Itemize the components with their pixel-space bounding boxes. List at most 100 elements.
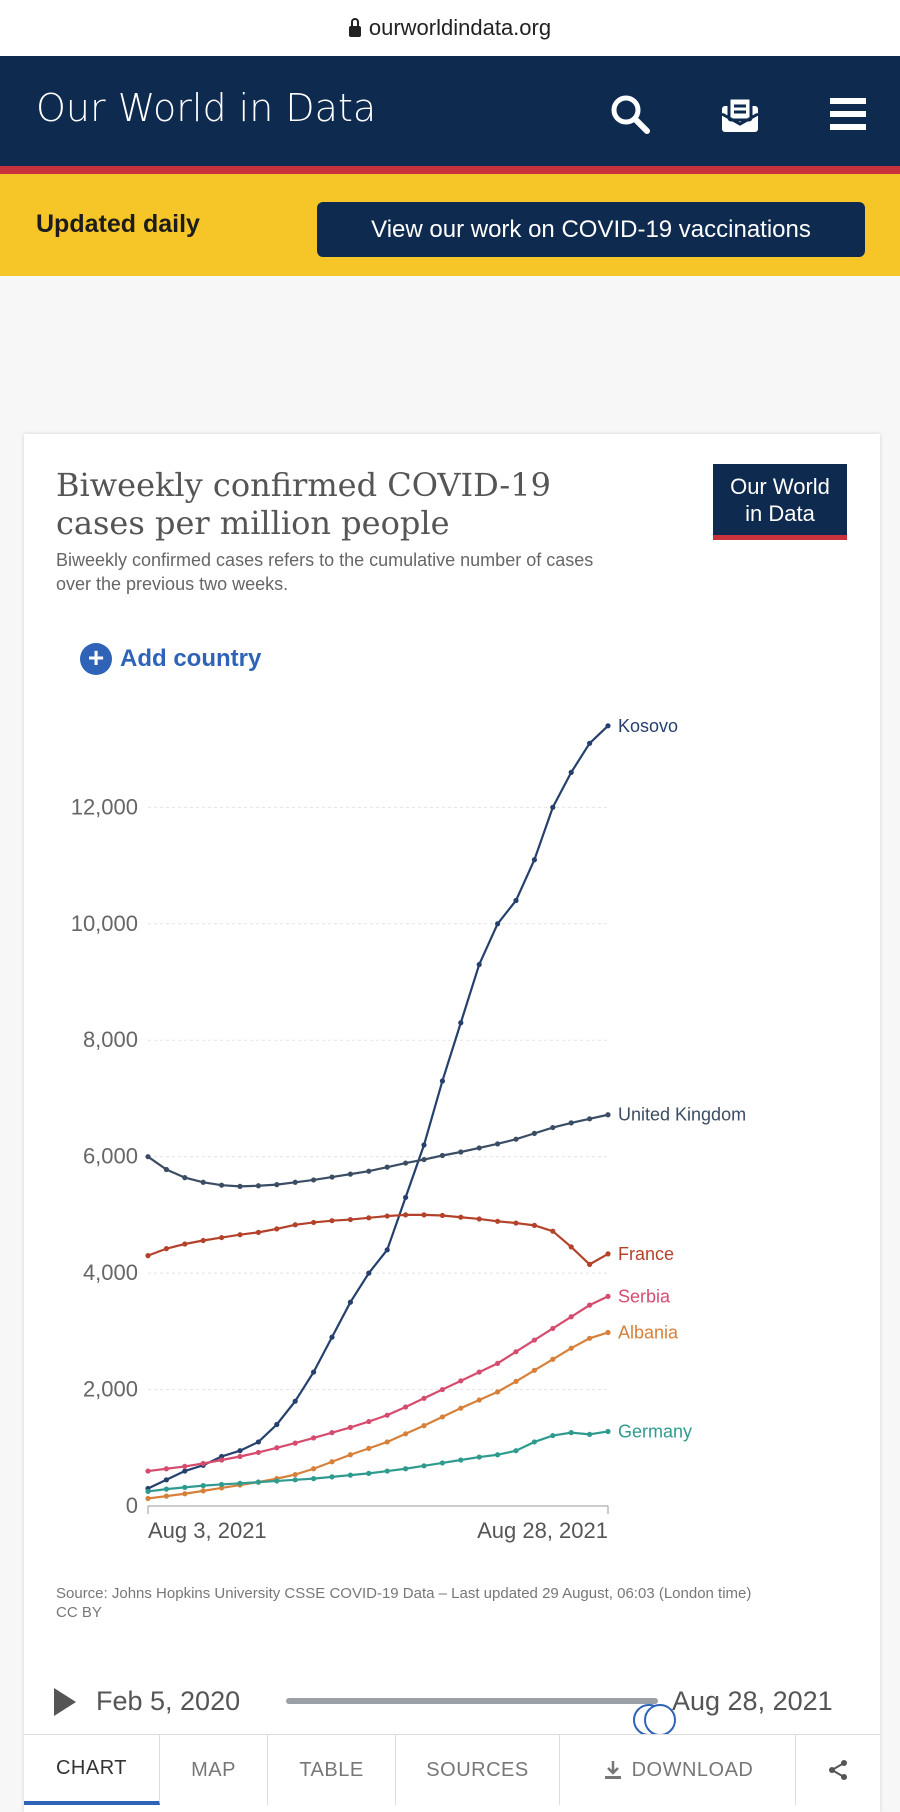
- data-point: [255, 1449, 261, 1456]
- data-point: [292, 1179, 298, 1185]
- data-point: [292, 1477, 298, 1483]
- lock-icon: [348, 17, 361, 37]
- data-point: [495, 1218, 501, 1224]
- data-point: [513, 1378, 519, 1385]
- chart-card: [24, 434, 880, 1812]
- series-line: [147, 1331, 609, 1500]
- data-point: [182, 1468, 188, 1474]
- data-point: [568, 1430, 574, 1436]
- data-point: [145, 1468, 151, 1474]
- series-label: France: [618, 1244, 674, 1264]
- y-tick-label: 10,000: [71, 911, 138, 936]
- tab-map[interactable]: MAP: [160, 1735, 268, 1805]
- data-point: [384, 1439, 390, 1445]
- subscribe-icon[interactable]: [718, 92, 762, 136]
- add-country-button[interactable]: + Add country: [80, 643, 261, 675]
- tab-chart[interactable]: CHART: [24, 1735, 160, 1805]
- data-point: [219, 1481, 225, 1488]
- data-point: [458, 1020, 464, 1026]
- chart-title: Biweekly confirmed COVID-19 cases per mi…: [56, 466, 551, 542]
- tab-download[interactable]: DOWNLOAD: [560, 1735, 796, 1805]
- owid-logo[interactable]: Our World in Data: [713, 464, 847, 540]
- data-point: [274, 1445, 280, 1451]
- y-tick-label: 0: [126, 1493, 138, 1518]
- data-point: [384, 1412, 390, 1418]
- x-tick-label: Aug 28, 2021: [477, 1518, 608, 1543]
- data-point: [292, 1222, 298, 1228]
- data-point: [366, 1215, 372, 1221]
- data-point: [292, 1440, 298, 1446]
- data-point: [200, 1460, 206, 1467]
- share-button[interactable]: [796, 1735, 880, 1805]
- data-point: [458, 1214, 464, 1220]
- data-point: [476, 1145, 482, 1151]
- data-point: [550, 1432, 556, 1439]
- line-chart[interactable]: 0 2,000 4,000 6,000 8,000 10,000 12,000 Aug 3, …: [30, 700, 870, 1555]
- y-tick-label: 8,000: [83, 1027, 138, 1052]
- data-point: [200, 1488, 206, 1494]
- plus-icon: +: [80, 643, 112, 675]
- address-bar[interactable]: ourworldindata.org: [0, 0, 900, 56]
- data-point: [403, 1404, 409, 1410]
- data-point: [513, 1448, 519, 1454]
- data-point: [587, 1116, 593, 1122]
- data-point: [439, 1386, 445, 1393]
- data-point: [219, 1182, 225, 1188]
- covid-banner: Updated daily View our work on COVID-19 …: [0, 174, 900, 276]
- data-point: [163, 1486, 169, 1492]
- data-point: [163, 1493, 169, 1499]
- data-point: [366, 1418, 372, 1425]
- y-tick-label: 2,000: [83, 1377, 138, 1402]
- data-point: [255, 1229, 261, 1235]
- data-point: [255, 1183, 261, 1189]
- data-point: [366, 1470, 372, 1476]
- data-point: [531, 1439, 537, 1445]
- data-point: [513, 1220, 519, 1226]
- data-point: [495, 1389, 501, 1395]
- data-point: [587, 1335, 593, 1341]
- data-point: [274, 1182, 280, 1188]
- site-brand[interactable]: Our World in Data: [36, 86, 377, 130]
- data-point: [292, 1471, 298, 1478]
- vaccinations-button[interactable]: View our work on COVID-19 vaccinations: [317, 202, 865, 257]
- play-icon[interactable]: [54, 1688, 76, 1716]
- chart-tabs: CHART MAP TABLE SOURCES DOWNLOAD: [24, 1734, 880, 1807]
- data-point: [237, 1183, 243, 1189]
- data-point: [587, 740, 593, 746]
- tab-table[interactable]: TABLE: [268, 1735, 396, 1805]
- data-point: [182, 1241, 188, 1247]
- series-label: Albania: [618, 1322, 679, 1342]
- data-point: [568, 769, 574, 775]
- data-point: [366, 1270, 372, 1276]
- data-point: [163, 1477, 169, 1483]
- menu-icon[interactable]: [826, 92, 870, 136]
- data-point: [568, 1120, 574, 1126]
- data-point: [329, 1474, 335, 1480]
- data-point: [605, 1112, 611, 1118]
- series-line: [147, 1430, 609, 1493]
- data-point: [495, 1452, 501, 1458]
- tab-sources[interactable]: SOURCES: [396, 1735, 560, 1805]
- data-point: [182, 1463, 188, 1470]
- download-icon: [604, 1761, 621, 1779]
- data-point: [531, 1367, 537, 1373]
- search-icon[interactable]: [608, 92, 652, 136]
- data-point: [458, 1378, 464, 1384]
- timeline-track[interactable]: [286, 1698, 676, 1736]
- data-point: [347, 1472, 353, 1478]
- data-point: [200, 1179, 206, 1185]
- data-point: [347, 1299, 353, 1305]
- data-point: [145, 1253, 151, 1259]
- data-point: [403, 1466, 409, 1472]
- data-point: [568, 1314, 574, 1320]
- data-point: [513, 897, 519, 904]
- series-line: [147, 1295, 609, 1473]
- series-line: [147, 1213, 609, 1266]
- data-point: [329, 1218, 335, 1224]
- site-header: Our World in Data: [0, 56, 900, 174]
- data-point: [439, 1078, 445, 1084]
- data-point: [495, 921, 501, 927]
- data-point: [237, 1232, 243, 1238]
- share-icon: [829, 1760, 847, 1780]
- data-point: [605, 1293, 611, 1299]
